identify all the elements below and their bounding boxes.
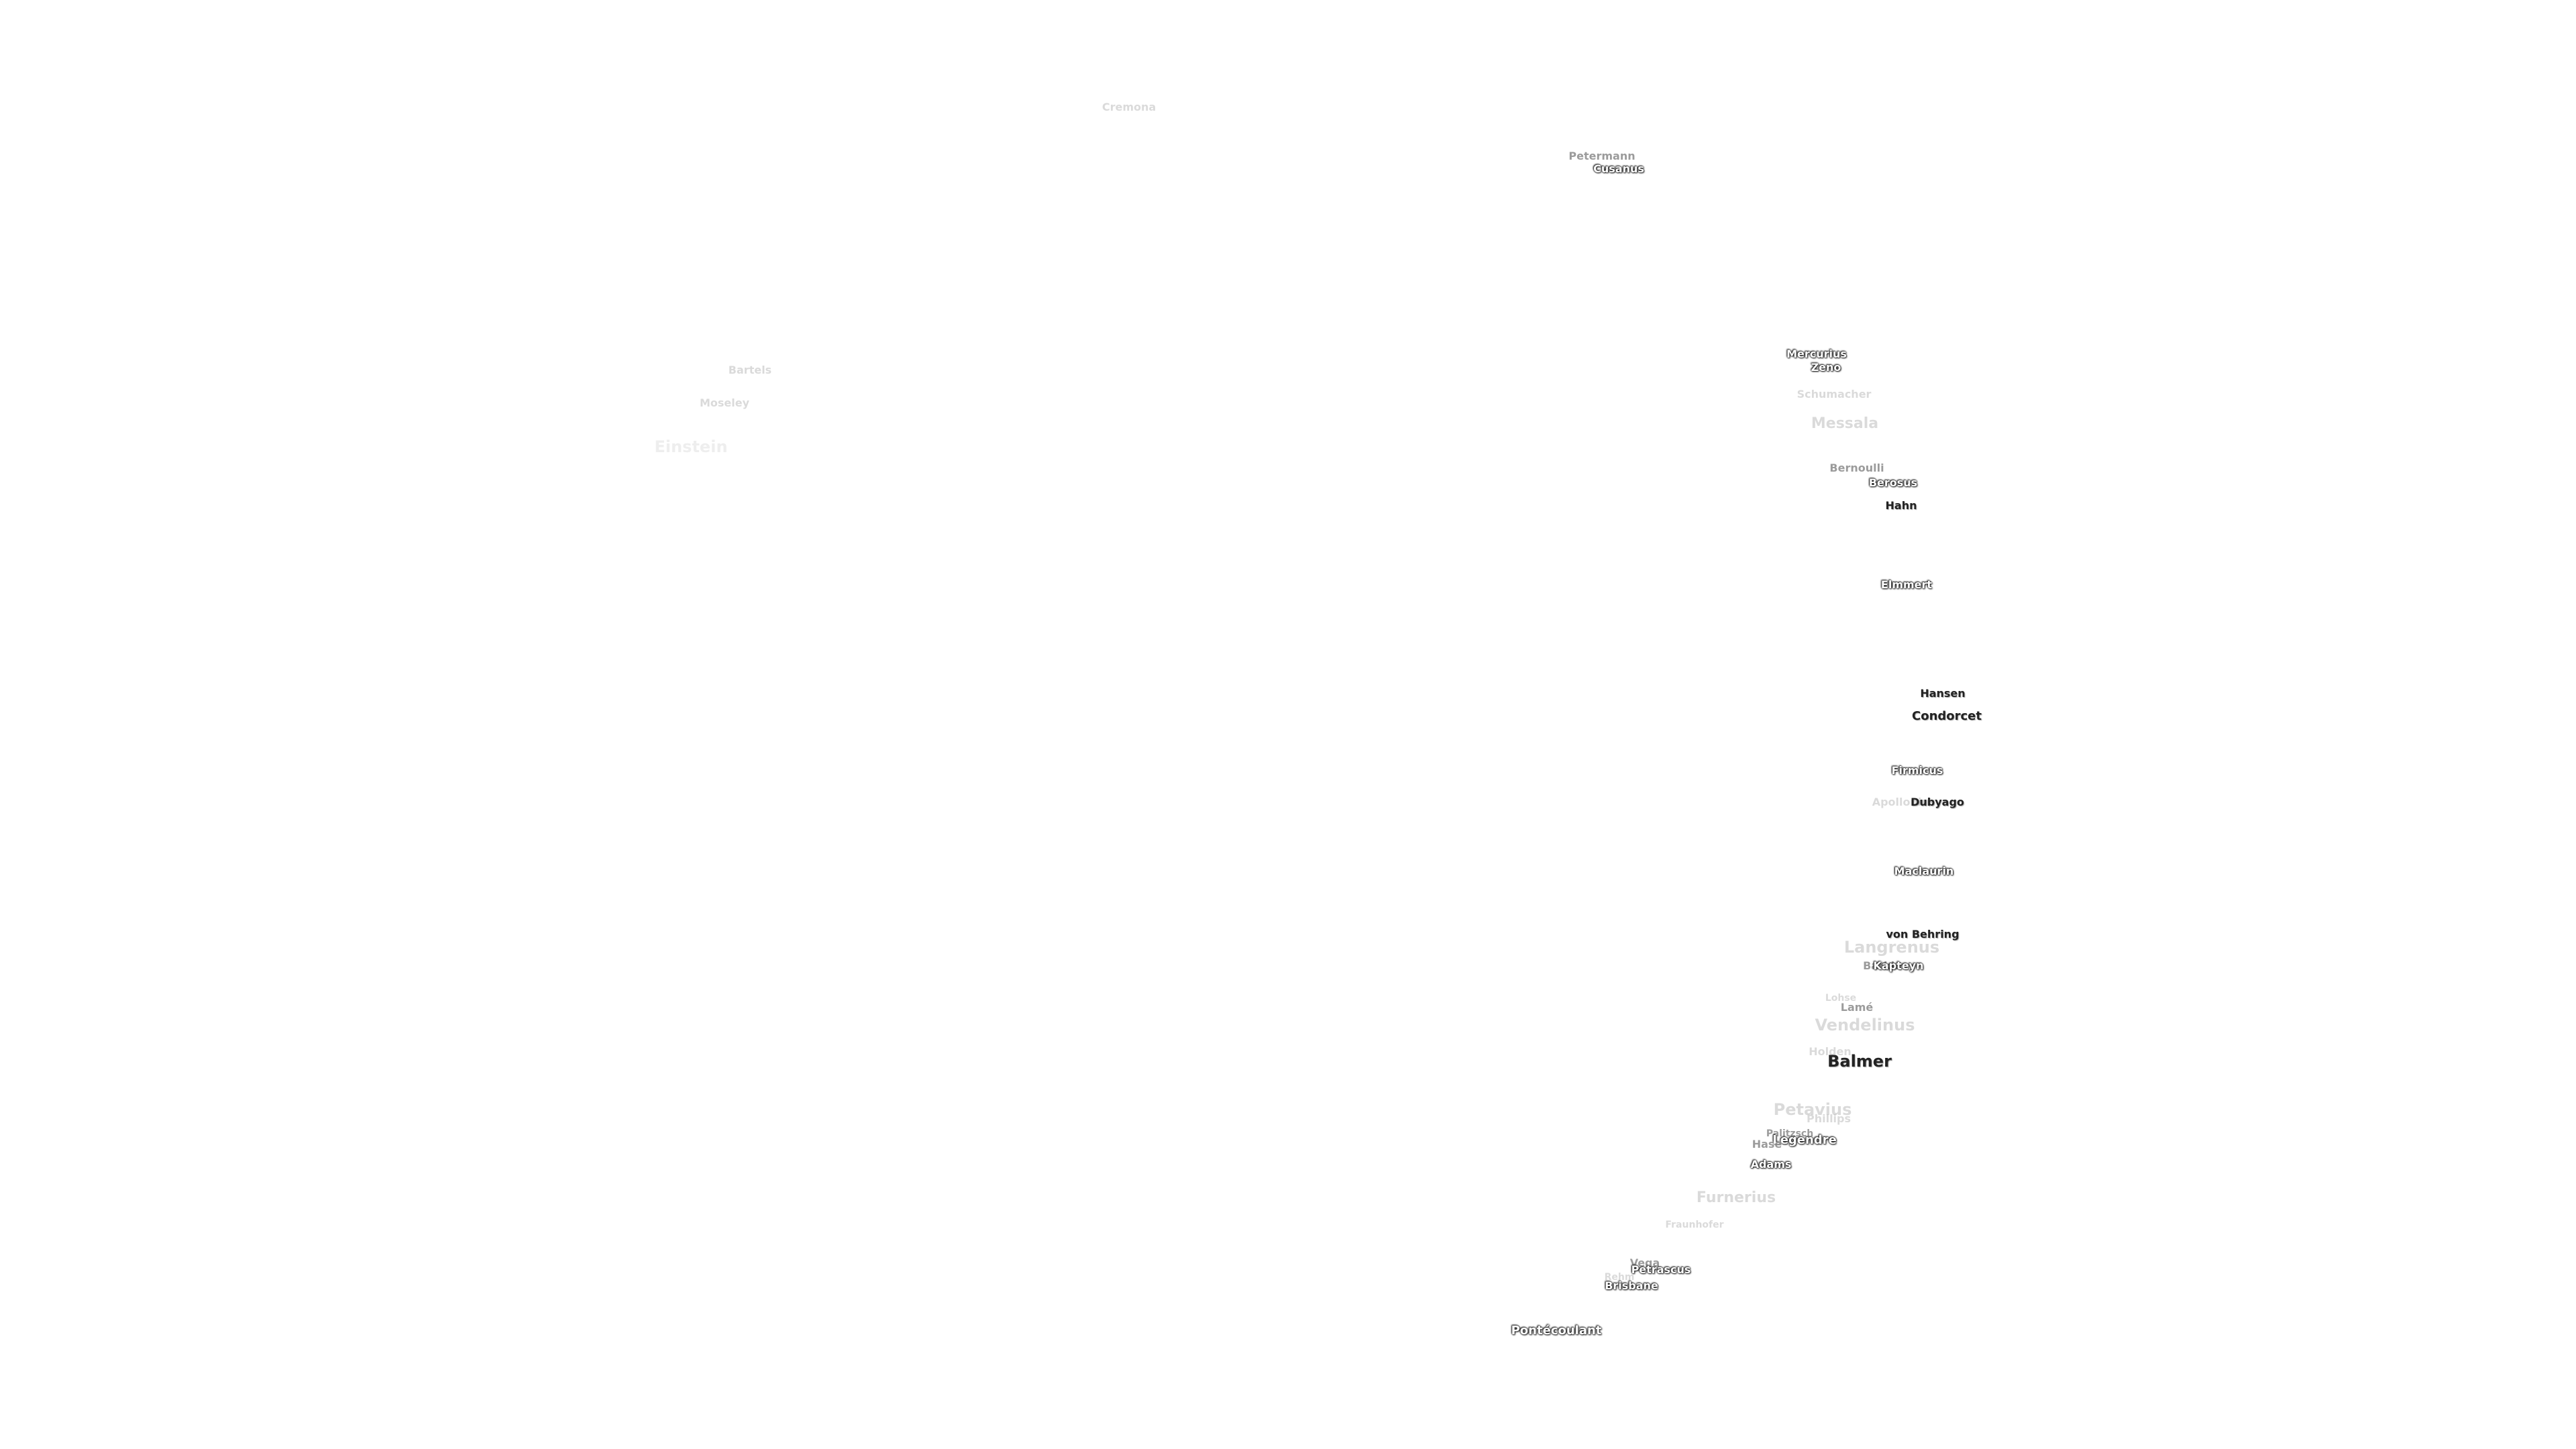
crater-label-schumacher[interactable]: Schumacher (1796, 388, 1872, 400)
crater-label-elmmert[interactable]: Elmmert (1880, 578, 1933, 591)
crater-label-rehm[interactable]: Rehm (1604, 1272, 1635, 1283)
crater-label-palitzsch[interactable]: Palitzsch (1766, 1128, 1814, 1139)
crater-label-von-behring[interactable]: von Behring (1886, 928, 1960, 941)
crater-label-zeno[interactable]: Zeno (1811, 361, 1841, 374)
crater-label-bernoulli[interactable]: Bernoulli (1829, 462, 1884, 474)
crater-label-furnerius[interactable]: Furnerius (1696, 1189, 1776, 1206)
crater-label-mercurius[interactable]: Mercurius (1786, 347, 1847, 360)
crater-label-hahn[interactable]: Hahn (1885, 499, 1917, 512)
crater-label-lohse[interactable]: Lohse (1825, 993, 1857, 1004)
crater-label-petrascus[interactable]: Petrascus (1631, 1263, 1691, 1276)
crater-label-brisbane[interactable]: Brisbane (1605, 1279, 1658, 1292)
crater-label-apollonius[interactable]: Apollonius (1872, 796, 1936, 808)
crater-label-berosus[interactable]: Berosus (1868, 476, 1918, 489)
crater-label-firmicus[interactable]: Firmicus (1891, 764, 1943, 777)
crater-label-einstein[interactable]: Einstein (654, 437, 728, 456)
crater-label-hase[interactable]: Hase (1752, 1138, 1782, 1150)
crater-label-balmer[interactable]: Balmer (1827, 1052, 1892, 1071)
crater-label-legendre[interactable]: Legendre (1772, 1133, 1837, 1147)
crater-label-pontecoulant[interactable]: Pontécoulant (1511, 1324, 1602, 1338)
crater-label-vega[interactable]: Vega (1629, 1256, 1660, 1269)
crater-label-kapteyn[interactable]: Kapteyn (1873, 959, 1924, 972)
crater-label-lame[interactable]: Lamé (1840, 1001, 1874, 1014)
crater-label-bartels[interactable]: Bartels (728, 364, 772, 376)
crater-label-vendelinus[interactable]: Vendelinus (1815, 1016, 1915, 1034)
crater-label-holden[interactable]: Holden (1809, 1045, 1851, 1058)
crater-label-condorcet[interactable]: Condorcet (1911, 709, 1982, 723)
crater-label-petermann[interactable]: Petermann (1568, 150, 1635, 162)
crater-label-phillips[interactable]: Phillips (1806, 1112, 1851, 1125)
crater-label-adams[interactable]: Adams (1750, 1158, 1792, 1171)
crater-label-langrenus[interactable]: Langrenus (1843, 938, 1940, 957)
crater-label-maclaurin[interactable]: Maclaurin (1894, 865, 1954, 877)
crater-label-dubyago[interactable]: Dubyago (1911, 796, 1964, 808)
crater-label-petavius[interactable]: Petavius (1773, 1100, 1852, 1119)
crater-label-cusanus[interactable]: Cusanus (1593, 162, 1644, 175)
crater-label-fraunhofer[interactable]: Fraunhofer (1665, 1220, 1724, 1230)
crater-label-cremona[interactable]: Cremona (1102, 101, 1157, 113)
crater-label-barkla[interactable]: Barkla (1863, 959, 1902, 972)
crater-label-moseley[interactable]: Moseley (699, 396, 750, 409)
crater-label-messala[interactable]: Messala (1811, 415, 1879, 432)
crater-label-hansen[interactable]: Hansen (1920, 687, 1966, 700)
